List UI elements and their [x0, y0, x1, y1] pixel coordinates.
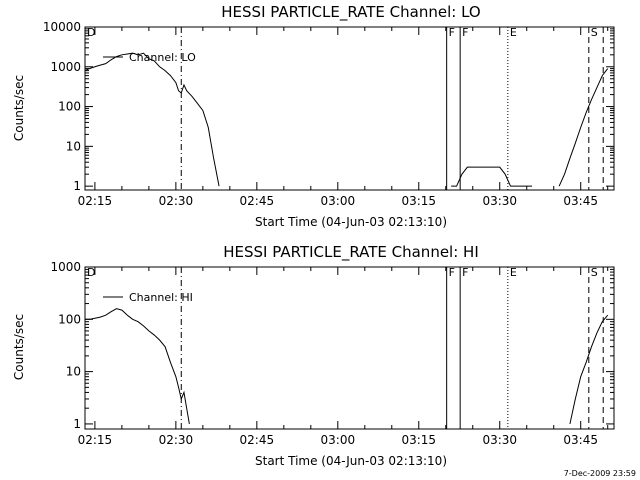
x-tick-label: 02:30: [159, 194, 194, 208]
x-tick-label: 03:00: [321, 433, 356, 447]
series-line: [558, 68, 609, 187]
panel-hi-title: HESSI PARTICLE_RATE Channel: HI: [223, 243, 479, 262]
series-line: [569, 314, 609, 425]
x-tick-label: 02:45: [240, 194, 275, 208]
event-marker-label: F: [449, 26, 455, 39]
series-line: [85, 308, 190, 425]
x-tick-label: 02:15: [78, 433, 113, 447]
y-tick-label: 1000: [50, 260, 81, 274]
legend-label: Channel: LO: [129, 51, 196, 64]
x-tick-label: 02:45: [240, 433, 275, 447]
x-tick-label: 03:15: [401, 433, 436, 447]
panel-hi-plot: 02:15 02:30 02:45 03:00 03:15 03:30 03:45 1 10 10…: [50, 260, 615, 447]
y-tick-label: 1: [73, 417, 81, 431]
x-tick-label: 03:30: [482, 194, 517, 208]
legend-label: Channel: HI: [129, 291, 193, 304]
y-tick-label: 10: [66, 139, 81, 153]
event-marker-label: F: [462, 266, 468, 279]
panel-hi-xlabel: Start Time (04-Jun-03 02:13:10): [255, 454, 447, 468]
y-tick-label: 1000: [50, 60, 81, 74]
x-tick-label: 02:30: [159, 433, 194, 447]
event-marker-label: D: [87, 266, 95, 279]
y-tick-label: 100: [58, 312, 81, 326]
x-tick-label: 03:30: [482, 433, 517, 447]
y-tick-label: 10: [66, 365, 81, 379]
y-tick-label: 100: [58, 100, 81, 114]
panel-lo-ylabel: Counts/sec: [12, 75, 26, 141]
panel-lo-title: HESSI PARTICLE_RATE Channel: LO: [221, 3, 480, 22]
x-tick-label: 03:00: [321, 194, 356, 208]
series-line: [451, 166, 533, 187]
panel-lo-plot: 02:15 02:30 02:45 03:00 03:15 03:30 03:45 1 10 10…: [43, 20, 615, 208]
panel-hi-ylabel: Counts/sec: [12, 314, 26, 380]
event-marker-label: E: [510, 266, 517, 279]
y-tick-label: 1: [73, 179, 81, 193]
event-marker-label: S: [591, 26, 598, 39]
x-tick-label: 03:45: [563, 433, 598, 447]
x-tick-label: 03:15: [401, 194, 436, 208]
x-tick-label: 02:15: [78, 194, 113, 208]
event-marker-label: D: [87, 26, 95, 39]
plot-frame: [84, 266, 615, 430]
event-marker-label: F: [449, 266, 455, 279]
event-marker-label: S: [591, 266, 598, 279]
panel-lo-xlabel: Start Time (04-Jun-03 02:13:10): [255, 215, 447, 229]
panel-hi: HESSI PARTICLE_RATE Channel: HI Counts/s…: [12, 243, 615, 468]
panel-lo: HESSI PARTICLE_RATE Channel: LO Counts/s…: [12, 3, 615, 229]
y-tick-label: 10000: [43, 20, 81, 34]
series-line: [84, 52, 220, 187]
x-tick-label: 03:45: [563, 194, 598, 208]
event-marker-label: F: [462, 26, 468, 39]
timestamp-stamp: 7-Dec-2009 23:59: [564, 469, 636, 478]
event-marker-label: E: [510, 26, 517, 39]
